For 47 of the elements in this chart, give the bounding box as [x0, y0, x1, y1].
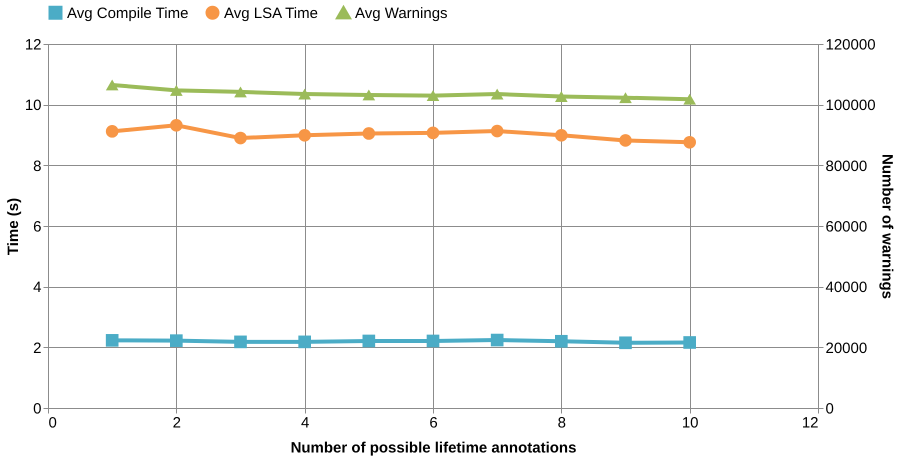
- point: [106, 125, 118, 138]
- y-axis-title: Time (s): [4, 198, 22, 256]
- y-tick-label: 6: [33, 218, 42, 236]
- legend-label: Avg Compile Time: [67, 4, 188, 22]
- y2-tick-label: 80000: [826, 158, 868, 175]
- y2-tick-label: 40000: [826, 279, 868, 296]
- y-tick-label: 4: [33, 279, 42, 296]
- point: [426, 126, 440, 140]
- point: [170, 334, 183, 347]
- x-tick-label: 2: [172, 414, 182, 432]
- point: [555, 334, 568, 348]
- x-tick-label: 12: [802, 414, 818, 432]
- point: [426, 334, 440, 348]
- point: [683, 136, 696, 149]
- point: [619, 134, 632, 147]
- y2-tick-label: 100000: [826, 97, 876, 114]
- point: [298, 128, 311, 142]
- y2-tick-label: 60000: [826, 218, 868, 236]
- y2-tick-label: 120000: [826, 36, 876, 54]
- y-tick-label: 8: [33, 158, 42, 175]
- y2-tick-label: 20000: [826, 340, 868, 357]
- x-tick-label: 0: [48, 414, 57, 432]
- x-tick-label: 4: [300, 414, 310, 432]
- point: [555, 128, 568, 142]
- legend-label: Avg LSA Time: [224, 4, 318, 22]
- point: [362, 334, 376, 348]
- point: [170, 118, 183, 132]
- point: [234, 336, 247, 348]
- point: [490, 124, 504, 138]
- y-tick-label: 12: [24, 36, 42, 54]
- y2-axis-title: Number of warnings: [878, 154, 896, 300]
- point: [683, 336, 696, 349]
- y-tick-label: 10: [24, 97, 42, 114]
- x-tick-label: 10: [682, 414, 699, 432]
- y-tick-label: 2: [33, 340, 42, 357]
- y-tick-label: 0: [33, 400, 42, 418]
- legend-label: Avg Warnings: [355, 5, 448, 22]
- point: [619, 336, 632, 350]
- point: [106, 334, 118, 347]
- point: [362, 127, 376, 140]
- point: [490, 334, 504, 346]
- x-tick-label: 8: [558, 414, 566, 432]
- y2-tick-label: 0: [826, 400, 834, 418]
- x-axis-title: Number of possible lifetime annotations: [290, 440, 576, 456]
- point: [234, 132, 247, 144]
- point: [298, 336, 311, 348]
- x-tick-label: 6: [429, 414, 438, 432]
